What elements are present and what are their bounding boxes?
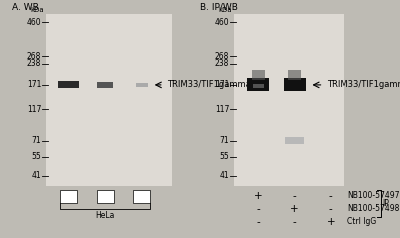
Text: Ctrl IgG: Ctrl IgG [347, 218, 376, 226]
Text: -: - [293, 191, 296, 201]
Text: -: - [329, 191, 333, 201]
Text: IP: IP [382, 199, 389, 208]
Text: TRIM33/TIF1gamma: TRIM33/TIF1gamma [327, 80, 400, 89]
Text: 238: 238 [27, 60, 41, 68]
Bar [46, 14, 172, 186]
Text: 71: 71 [32, 136, 41, 145]
Text: A. WB: A. WB [12, 3, 39, 12]
Text: 171: 171 [27, 80, 41, 89]
Text: -: - [329, 204, 333, 214]
Text: 55: 55 [32, 152, 41, 161]
Text: 71: 71 [220, 136, 229, 145]
Text: 55: 55 [220, 152, 229, 161]
Bar [252, 70, 265, 79]
Bar [288, 70, 301, 79]
Text: B. IP/WB: B. IP/WB [200, 3, 238, 12]
Text: 460: 460 [26, 18, 41, 27]
Text: 117: 117 [27, 104, 41, 114]
Text: -: - [293, 217, 296, 227]
Bar [284, 78, 306, 91]
Text: kDa: kDa [218, 7, 232, 13]
Bar [136, 83, 148, 87]
Bar [253, 84, 264, 88]
Text: 50: 50 [64, 193, 74, 201]
Bar [247, 78, 269, 91]
Text: 117: 117 [215, 104, 229, 114]
Text: TRIM33/TIF1gamma: TRIM33/TIF1gamma [167, 80, 251, 89]
Text: -: - [256, 217, 260, 227]
Bar [60, 190, 77, 203]
Text: 41: 41 [32, 171, 41, 180]
Text: NB100-57497: NB100-57497 [347, 191, 399, 200]
Text: 5: 5 [139, 193, 144, 201]
Bar [58, 81, 79, 89]
Text: 15: 15 [100, 193, 110, 201]
Text: kDa: kDa [30, 7, 44, 13]
Text: 171: 171 [215, 80, 229, 89]
Text: +: + [326, 217, 335, 227]
Text: -: - [256, 204, 260, 214]
Text: NB100-57498: NB100-57498 [347, 204, 399, 213]
Text: 268: 268 [215, 52, 229, 61]
Bar [284, 137, 304, 144]
Text: HeLa: HeLa [96, 211, 115, 220]
Text: 41: 41 [220, 171, 229, 180]
Text: +: + [290, 204, 299, 214]
Bar [97, 190, 114, 203]
Bar [97, 82, 113, 88]
Text: 460: 460 [214, 18, 229, 27]
Bar [234, 14, 344, 186]
Text: 238: 238 [215, 60, 229, 68]
Text: 268: 268 [27, 52, 41, 61]
Text: +: + [254, 191, 262, 201]
Bar [133, 190, 150, 203]
